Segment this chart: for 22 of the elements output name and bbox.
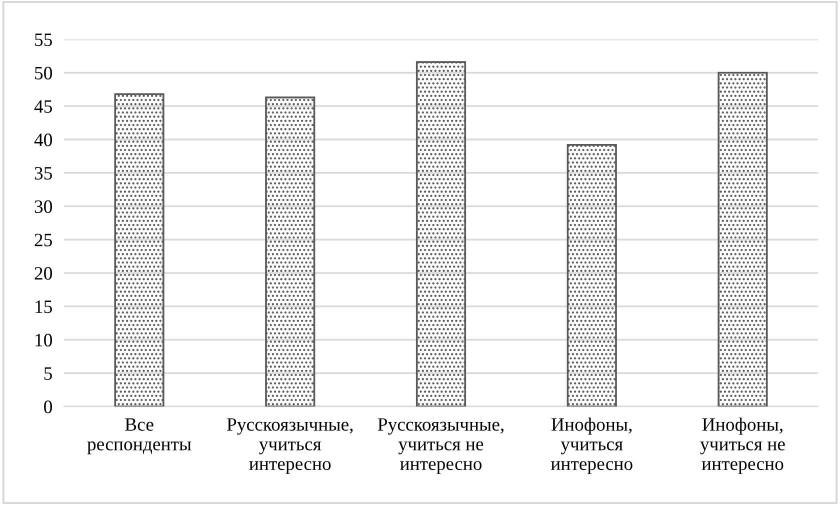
bar	[114, 93, 164, 407]
y-tick-label: 5	[44, 367, 52, 380]
y-tick-label: 10	[36, 334, 52, 346]
y-tick-label: 45	[34, 100, 52, 113]
x-tick-label: Инофоны, учиться интересно	[550, 418, 632, 474]
y-tick-label: 35	[34, 166, 52, 180]
y-tick-label: 30	[34, 200, 52, 213]
x-tick-label: Русскоязычные, учиться интересно	[227, 418, 353, 474]
y-tick-label: 15	[36, 300, 52, 314]
y-tick-label: 55	[35, 34, 52, 46]
bar	[718, 72, 768, 407]
y-tick-label: 20	[34, 267, 52, 280]
bar	[265, 96, 316, 407]
bar	[566, 144, 617, 407]
x-tick-label: Инофоны, учиться не интересно	[700, 418, 785, 474]
x-tick-label: Все респонденты	[87, 418, 192, 454]
y-tick-label: 40	[34, 134, 52, 146]
x-tick-label: Русскоязычные, учиться не интересно	[378, 418, 504, 474]
y-tick-label: 25	[34, 234, 52, 246]
y-tick-label: 50	[35, 66, 52, 80]
y-tick-label: 0	[44, 400, 52, 414]
bar	[416, 61, 466, 407]
